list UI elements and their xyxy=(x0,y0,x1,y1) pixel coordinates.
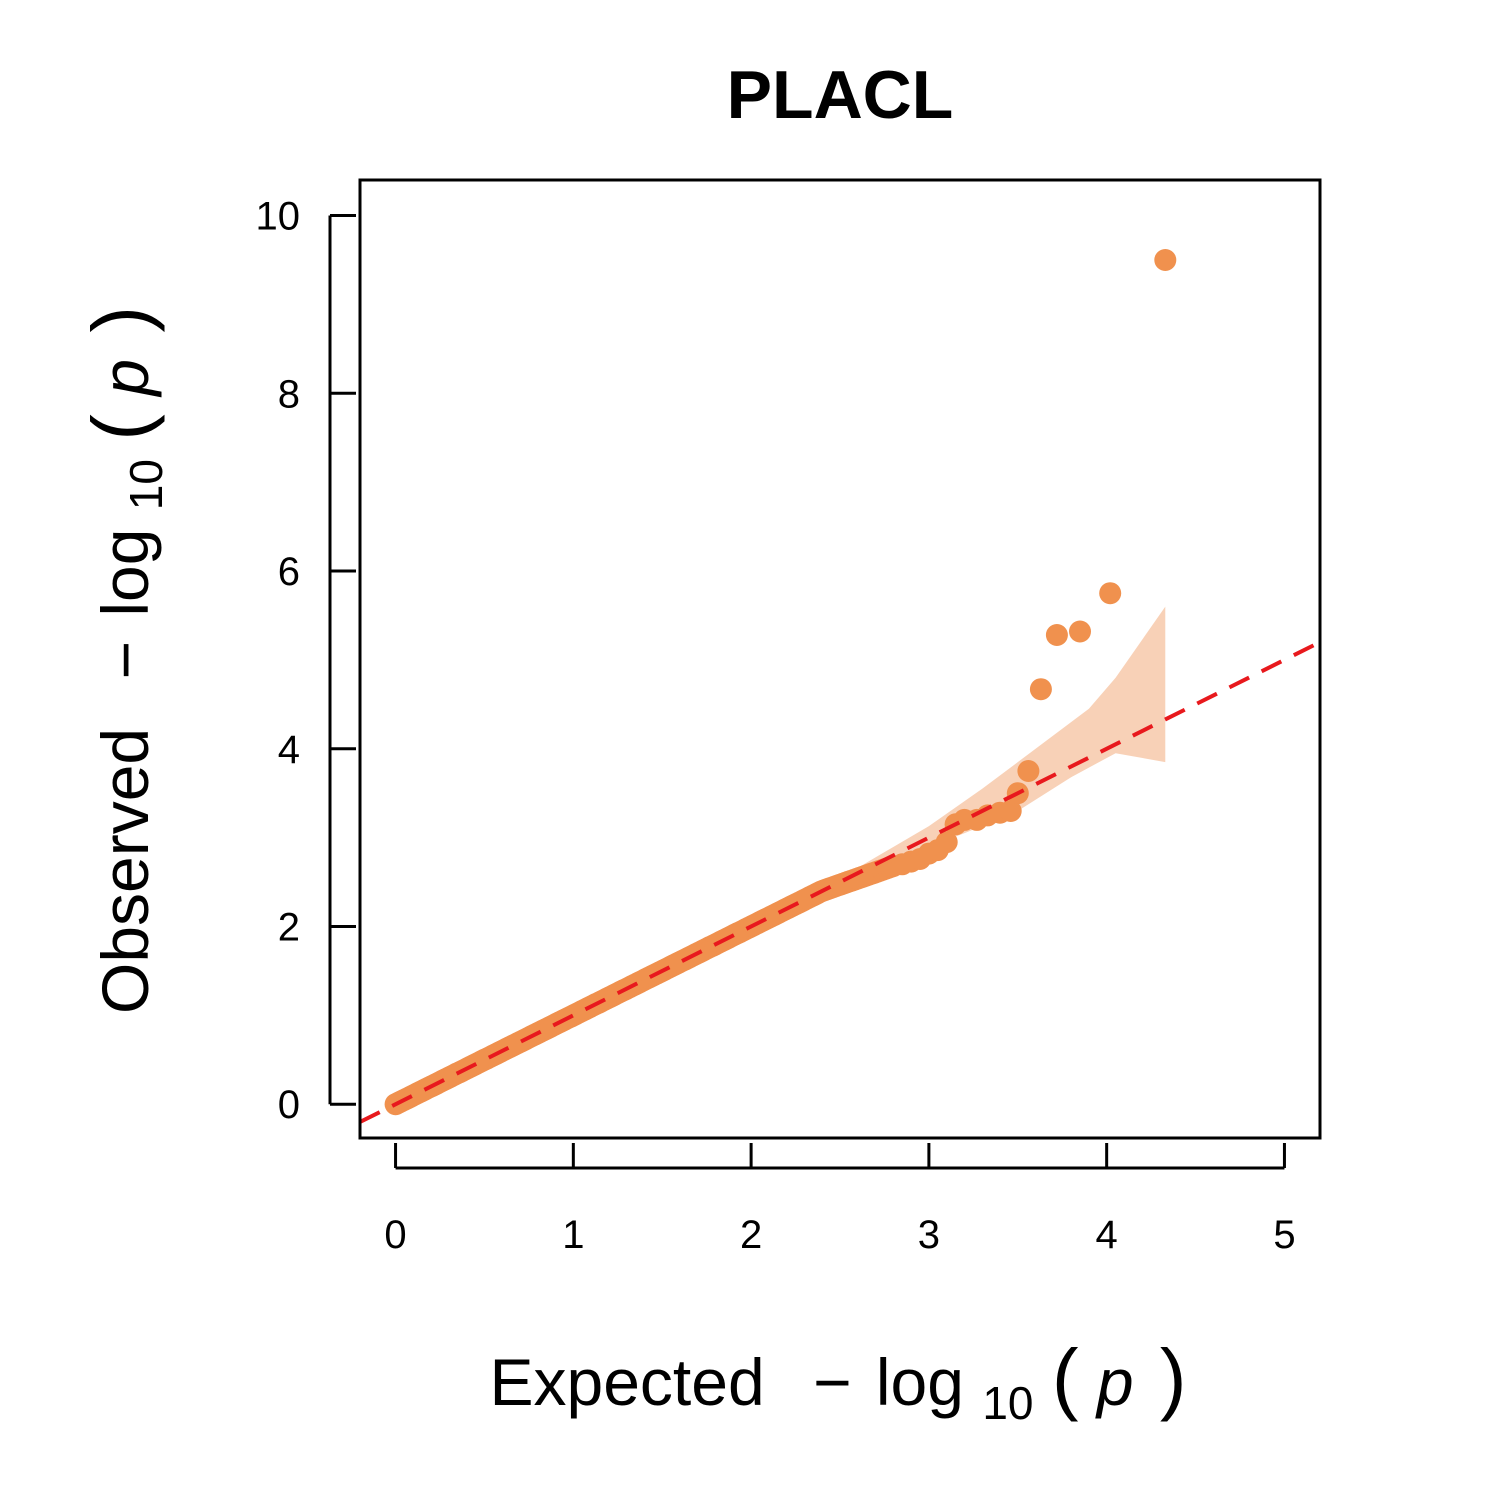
x-axis-label: Expected − log 10 ( p ) xyxy=(489,1333,1186,1433)
x-tick-label: 4 xyxy=(1096,1213,1118,1257)
x-tick-label: 3 xyxy=(918,1213,940,1257)
plot-frame xyxy=(358,178,1322,1140)
plot-area xyxy=(360,249,1320,1124)
y-tick-label: 4 xyxy=(278,728,300,772)
data-point xyxy=(935,831,958,854)
data-point xyxy=(1154,249,1177,271)
chart-title: PLACL xyxy=(727,57,954,133)
y-tick-label: 8 xyxy=(278,372,300,416)
y-tick-label: 2 xyxy=(278,905,300,949)
data-point xyxy=(999,800,1022,822)
x-tick-label: 2 xyxy=(740,1213,762,1257)
x-tick-label: 1 xyxy=(562,1213,584,1257)
x-tick-label: 0 xyxy=(384,1213,406,1257)
y-axis-label: Observed − log 10 ( p ) xyxy=(76,306,176,1014)
data-point xyxy=(1017,760,1040,782)
data-point xyxy=(1069,620,1091,643)
y-tick-label: 6 xyxy=(278,550,300,594)
x-axis: 0 1 2 3 4 5 xyxy=(384,1143,1296,1257)
data-point xyxy=(1045,624,1068,646)
y-tick-label: 0 xyxy=(278,1083,300,1127)
y-tick-label: 10 xyxy=(256,195,301,239)
y-axis: 0 2 4 6 8 10 xyxy=(256,195,356,1127)
data-point xyxy=(1099,582,1122,605)
x-tick-label: 5 xyxy=(1273,1213,1295,1257)
confidence-band xyxy=(804,606,1166,900)
data-point xyxy=(1029,678,1052,701)
